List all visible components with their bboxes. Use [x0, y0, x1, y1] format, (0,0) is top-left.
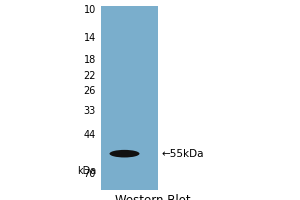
- Text: kDa: kDa: [77, 166, 96, 176]
- Text: 33: 33: [84, 106, 96, 116]
- Ellipse shape: [110, 150, 140, 157]
- Text: 14: 14: [84, 33, 96, 43]
- Text: 22: 22: [83, 71, 96, 81]
- Text: 10: 10: [84, 5, 96, 15]
- Text: 70: 70: [84, 169, 96, 179]
- Bar: [100, 6, 158, 190]
- Text: 44: 44: [84, 130, 96, 140]
- Text: ←55kDa: ←55kDa: [162, 149, 205, 159]
- Text: 26: 26: [84, 86, 96, 96]
- Text: 18: 18: [84, 55, 96, 65]
- Text: Western Blot: Western Blot: [115, 194, 191, 200]
